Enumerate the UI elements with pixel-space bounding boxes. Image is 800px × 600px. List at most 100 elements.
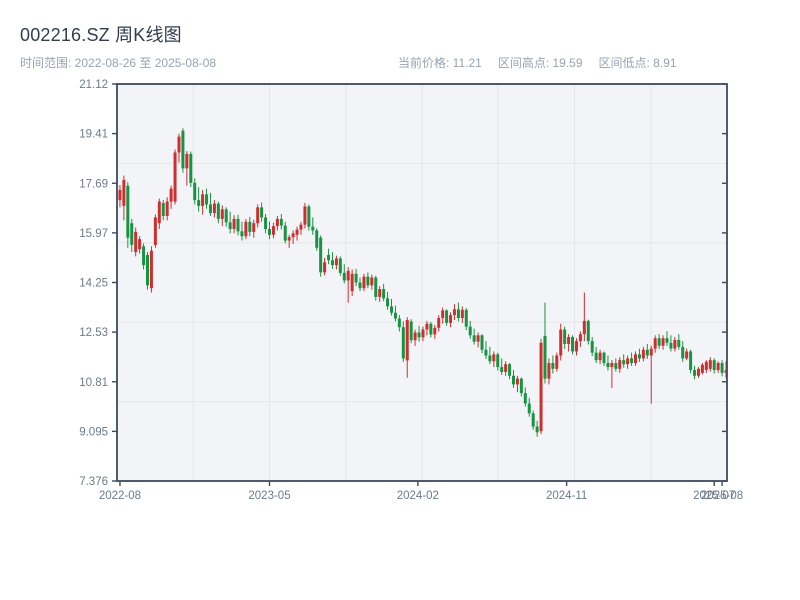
candle-body-up (334, 258, 338, 266)
candle-body-up (173, 152, 177, 202)
y-tick-label: 17.69 (79, 178, 108, 190)
candle-body-up (138, 239, 142, 250)
candle-body-down (508, 364, 512, 376)
candle-body-down (519, 378, 523, 394)
y-tick-label: 9.095 (79, 426, 108, 438)
y-tick-label: 10.81 (79, 377, 108, 389)
candle-body-down (523, 393, 527, 404)
candle-body-up (700, 364, 704, 373)
candle-body-down (417, 332, 421, 338)
candle-body-up (252, 223, 256, 232)
candle-body-up (724, 370, 728, 373)
candle-body-up (704, 361, 708, 370)
candle-body-down (645, 349, 649, 356)
candle-body-down (669, 342, 673, 349)
candle-body-up (708, 360, 712, 369)
candle-body-down (327, 255, 331, 261)
candle-body-down (681, 346, 685, 359)
x-tick-label: 2023-05 (248, 490, 290, 502)
x-tick-label: 2024-11 (546, 490, 587, 502)
candle-body-down (189, 153, 193, 183)
candle-body-down (342, 272, 346, 281)
candle-body-down (472, 335, 476, 342)
candle-body-down (535, 426, 539, 433)
candle-body-down (216, 203, 220, 219)
candle-body-down (480, 335, 484, 350)
candle-body-up (299, 224, 303, 230)
candle-body-up (476, 335, 480, 342)
candle-body-down (161, 203, 165, 217)
candle-body-up (165, 201, 169, 217)
candle-body-down (665, 338, 669, 343)
candle-body-down (429, 323, 433, 335)
y-tick-label: 15.97 (79, 228, 108, 240)
candle-body-up (685, 351, 689, 359)
candle-body-up (157, 201, 161, 224)
candle-body-up (696, 368, 700, 376)
candle-body-down (397, 318, 401, 328)
date-range-label: 时间范围: 2022-08-26 至 2025-08-08 (20, 56, 217, 70)
candle-body-up (134, 231, 138, 253)
candle-body-down (307, 206, 311, 227)
candle-body-up (291, 233, 295, 238)
candle-body-down (543, 335, 547, 379)
x-tick-label: 2025-07 (693, 490, 735, 502)
candle-body-down (614, 363, 618, 369)
candle-body-down (236, 218, 240, 232)
candle-body-down (712, 360, 716, 370)
candle-body-down (240, 231, 244, 237)
candle-body-down (594, 352, 598, 361)
candle-body-down (531, 413, 535, 427)
candle-body-down (130, 223, 134, 245)
candle-body-up (449, 315, 453, 323)
y-tick-label: 7.376 (79, 476, 108, 488)
candle-body-up (555, 355, 559, 369)
candle-body-down (500, 367, 504, 372)
candle-body-down (374, 277, 378, 297)
candle-body-down (586, 320, 590, 342)
y-tick-label: 19.41 (79, 129, 108, 141)
candle-body-down (338, 258, 342, 273)
candle-body-down (181, 130, 185, 169)
candle-body-up (413, 332, 417, 341)
candle-body-up (437, 317, 441, 328)
candle-body-down (315, 230, 319, 248)
candle-body-up (220, 209, 224, 219)
candle-body-up (232, 218, 236, 230)
candle-body-down (224, 209, 228, 223)
candle-body-up (441, 310, 445, 318)
candle-body-up (452, 309, 456, 316)
candle-body-down (205, 194, 209, 205)
candle-body-up (201, 194, 205, 206)
candle-body-down (330, 260, 334, 266)
y-tick-label: 14.25 (79, 278, 108, 290)
candle-body-up (582, 320, 586, 335)
candle-body-down (527, 403, 531, 414)
candle-body-up (370, 277, 374, 286)
candle-body-down (551, 363, 555, 369)
candle-body-down (366, 276, 370, 286)
range-high-stat: 区间高点: 19.59 (497, 56, 583, 70)
candle-body-up (169, 188, 173, 202)
candle-body-down (208, 204, 212, 214)
candle-body-down (409, 321, 413, 341)
range-low-stat: 区间低点: 8.91 (598, 56, 677, 70)
candle-body-up (673, 339, 677, 349)
candle-body-up (567, 337, 571, 344)
candle-body-up (153, 217, 157, 245)
candle-body-down (393, 312, 397, 319)
candle-body-up (149, 250, 153, 289)
candle-body-down (146, 255, 149, 286)
candle-body-down (602, 352, 606, 364)
candle-body-up (433, 327, 437, 335)
candle-body-up (295, 229, 299, 235)
candle-body-down (260, 207, 264, 218)
x-tick-label: 2024-02 (397, 490, 439, 502)
candle-body-up (598, 352, 602, 361)
candle-body-up (661, 338, 665, 346)
candle-body-up (421, 329, 425, 338)
candle-body-up (618, 360, 622, 369)
candle-body-down (354, 273, 358, 283)
candle-body-down (563, 329, 567, 344)
candle-body-up (323, 262, 327, 273)
